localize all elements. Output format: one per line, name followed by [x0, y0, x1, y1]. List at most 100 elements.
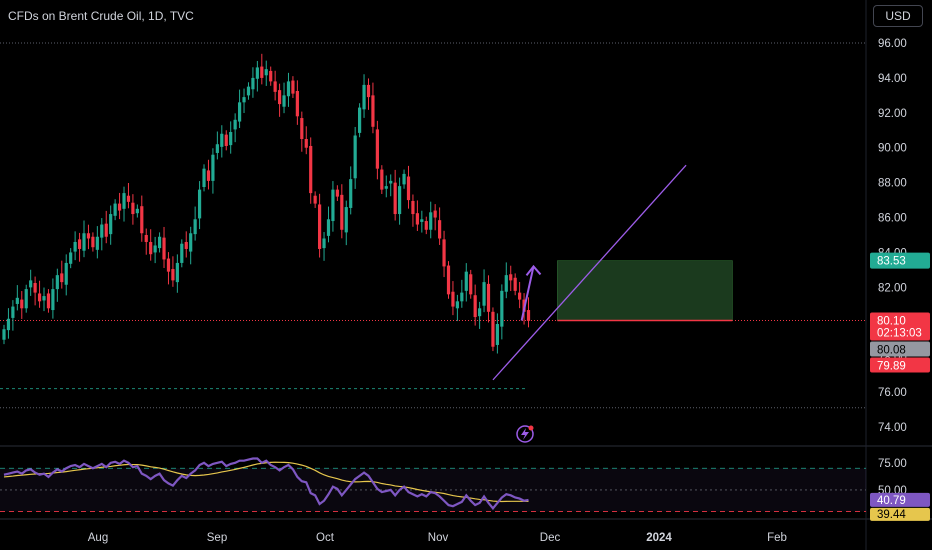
lightning-icon[interactable] [516, 425, 534, 443]
last-price-label: 80.10 [877, 316, 906, 328]
candle [42, 287, 46, 312]
candle-body [478, 308, 482, 317]
price-tick-label: 74.00 [878, 422, 907, 434]
candle-body [109, 214, 113, 235]
candle-body [526, 310, 531, 321]
candle [104, 210, 108, 244]
candle-body [175, 262, 179, 283]
candle [509, 265, 513, 292]
candle-body [362, 84, 366, 110]
candle [153, 236, 157, 264]
candle-body [184, 241, 188, 249]
candle-body [380, 169, 384, 190]
candle-body [64, 262, 68, 285]
candle [500, 284, 504, 340]
time-tick-label: Nov [428, 532, 449, 544]
candle [446, 261, 451, 299]
candle-body [95, 236, 99, 250]
candle [460, 279, 464, 308]
candle [420, 210, 424, 233]
candle-body [117, 203, 122, 211]
candle [406, 165, 411, 209]
candle-body [349, 179, 353, 208]
candle-body [402, 173, 406, 185]
candle [277, 83, 282, 117]
candle-body [420, 219, 424, 222]
trendline[interactable] [492, 164, 687, 381]
candle [455, 294, 459, 322]
rsi-ma-value-label: 39.44 [877, 509, 906, 521]
candle [46, 289, 51, 313]
candle [233, 113, 237, 143]
lightning-icon-bolt [521, 428, 529, 440]
candle-body [335, 189, 339, 197]
candle-body [255, 67, 259, 79]
candle-body [51, 289, 55, 311]
candle-body [389, 180, 393, 184]
candle [135, 204, 139, 218]
candle-body [286, 81, 291, 97]
candle-body [135, 208, 139, 214]
price-tick-label: 94.00 [878, 73, 907, 85]
candle-body [193, 219, 197, 235]
candle [504, 262, 508, 299]
candle [229, 121, 233, 154]
candle [51, 278, 55, 319]
candle-body [100, 224, 104, 238]
candle [109, 205, 113, 245]
candle-body [233, 119, 237, 130]
candle [215, 131, 219, 160]
price-tick-label: 86.00 [878, 213, 907, 225]
candle [411, 194, 415, 227]
low-price-label-bg [870, 357, 930, 373]
candle [473, 284, 477, 326]
candle-body [491, 311, 495, 347]
candle-body [326, 219, 331, 236]
candle-body [33, 283, 37, 293]
candle-body [277, 90, 282, 105]
candle-body [264, 69, 268, 76]
candle [189, 226, 193, 265]
candle-body [166, 258, 171, 272]
candle-body [251, 77, 255, 90]
candle [393, 169, 397, 221]
candle-body [442, 239, 446, 267]
target-zone[interactable] [557, 260, 733, 321]
candle [11, 300, 15, 331]
candle-body [495, 324, 499, 345]
candle [6, 308, 11, 339]
candle-body [220, 133, 224, 147]
last-price-label: 02:13:03 [877, 328, 922, 340]
candle [193, 206, 197, 241]
candle [513, 273, 517, 296]
candle-body [460, 292, 464, 302]
candle-body [406, 176, 411, 201]
candle-body [393, 182, 397, 215]
candle-body [2, 329, 6, 340]
rsi-value-label: 40.79 [877, 495, 906, 507]
candle-body [242, 97, 246, 103]
price-tick-label: 90.00 [878, 143, 907, 155]
currency-button[interactable]: USD [873, 5, 923, 27]
candle-body [371, 95, 375, 127]
candle [64, 254, 68, 296]
candle-body [24, 289, 28, 309]
time-tick-label: Sep [207, 532, 227, 544]
candle-body [300, 118, 304, 139]
projection-arrow[interactable] [520, 266, 535, 321]
candle-body [211, 154, 215, 181]
candle-body [366, 84, 371, 98]
time-tick-label: Oct [316, 532, 335, 544]
candle-body [438, 220, 442, 239]
candle [264, 60, 268, 86]
time-tick-label: 2024 [646, 532, 672, 544]
candle [95, 226, 99, 259]
candle-body [482, 282, 486, 306]
candle-body [224, 134, 228, 146]
candle-body [46, 293, 51, 309]
candle-body [153, 245, 157, 253]
candle-body [433, 210, 437, 218]
candle-body [60, 273, 64, 283]
candle [335, 185, 339, 201]
